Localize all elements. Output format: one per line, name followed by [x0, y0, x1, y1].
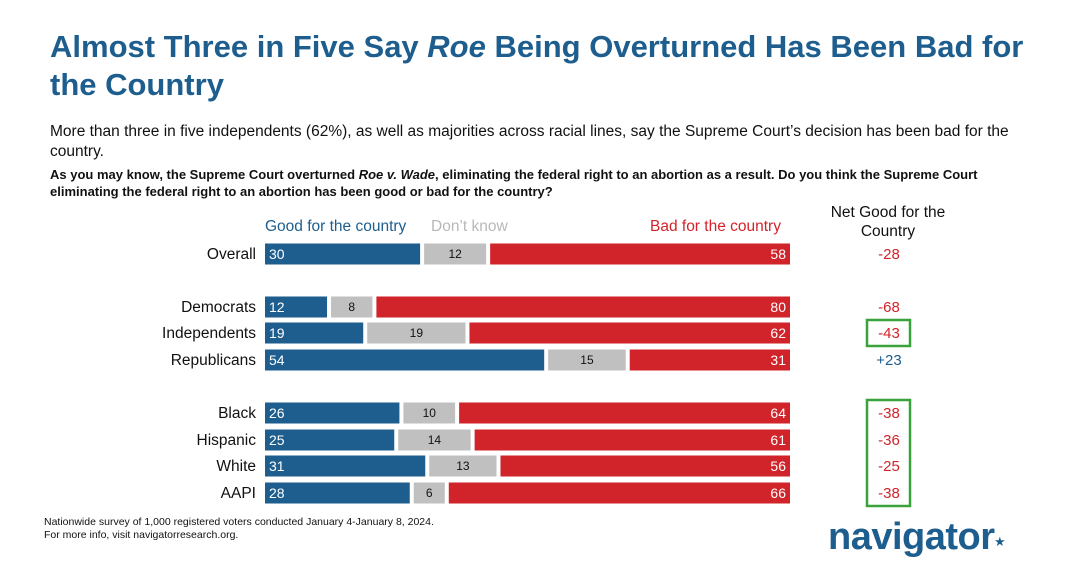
legend-bad: Bad for the country — [650, 218, 781, 235]
bar-bad-democrats — [376, 296, 790, 318]
value-good-republicans: 54 — [269, 352, 285, 368]
value-good-aapi: 28 — [269, 485, 285, 501]
net-value-democrats: -68 — [878, 299, 900, 316]
net-value-white: -25 — [878, 458, 900, 475]
value-dont-know-independents: 19 — [410, 326, 424, 340]
bar-good-overall — [265, 243, 421, 265]
bar-bad-black — [459, 402, 790, 424]
value-good-black: 26 — [269, 405, 285, 421]
chart-subtitle: More than three in five independents (62… — [50, 123, 1009, 160]
row-label-democrats: Democrats — [181, 299, 256, 316]
bar-good-black — [265, 402, 400, 424]
question-emphasis: Roe v. Wade — [358, 167, 436, 182]
title-part-2: Being Overturned Has Been Bad for the Co… — [50, 29, 1024, 102]
row-label-republicans: Republicans — [171, 352, 257, 369]
chart-title: Almost Three in Five Say Roe Being Overt… — [50, 28, 1040, 104]
row-label-black: Black — [218, 405, 256, 422]
bar-good-democrats — [265, 296, 328, 318]
bar-dont-know-overall — [424, 243, 487, 265]
footnote-line-1: Nationwide survey of 1,000 registered vo… — [44, 516, 434, 528]
value-good-white: 31 — [269, 458, 285, 474]
net-value-aapi: -38 — [878, 485, 900, 502]
title-emphasis: Roe — [427, 29, 486, 64]
value-good-hispanic: 25 — [269, 432, 285, 448]
bar-bad-overall — [490, 243, 790, 265]
net-value-independents: -43 — [878, 325, 900, 342]
bar-dont-know-democrats — [331, 296, 373, 318]
net-highlight-box-independents — [865, 318, 912, 348]
value-good-independents: 19 — [269, 325, 285, 341]
value-dont-know-aapi: 6 — [426, 486, 433, 500]
value-bad-republicans: 31 — [770, 352, 786, 368]
value-bad-aapi: 66 — [770, 485, 786, 501]
bar-dont-know-aapi — [413, 482, 445, 504]
net-value-republicans: +23 — [876, 352, 901, 369]
row-label-hispanic: Hispanic — [197, 432, 257, 449]
net-value-overall: -28 — [878, 246, 900, 263]
footnote: Nationwide survey of 1,000 registered vo… — [44, 516, 434, 542]
value-bad-overall: 58 — [770, 246, 786, 262]
bar-good-hispanic — [265, 429, 395, 451]
survey-question: As you may know, the Supreme Court overt… — [50, 166, 1040, 200]
bar-dont-know-black — [403, 402, 456, 424]
row-label-white: White — [216, 458, 256, 475]
row-label-overall: Overall — [207, 246, 256, 263]
bar-bad-white — [500, 455, 790, 477]
value-bad-hispanic: 61 — [770, 432, 786, 448]
value-bad-democrats: 80 — [770, 299, 786, 315]
value-dont-know-republicans: 15 — [580, 353, 594, 367]
value-dont-know-overall: 12 — [448, 247, 462, 261]
question-part-2: , eliminating the federal right to an ab… — [50, 167, 978, 199]
bar-bad-hispanic — [474, 429, 790, 451]
value-dont-know-hispanic: 14 — [428, 433, 442, 447]
bar-dont-know-hispanic — [398, 429, 471, 451]
value-dont-know-democrats: 8 — [348, 300, 355, 314]
value-good-democrats: 12 — [269, 299, 285, 315]
value-good-overall: 30 — [269, 246, 285, 262]
value-dont-know-black: 10 — [423, 406, 437, 420]
bar-dont-know-white — [429, 455, 497, 477]
bar-good-aapi — [265, 482, 410, 504]
bar-bad-republicans — [629, 349, 790, 371]
value-bad-white: 56 — [770, 458, 786, 474]
value-bad-independents: 62 — [770, 325, 786, 341]
legend-dont-know: Don’t know — [431, 218, 508, 235]
logo-star-icon: ★ — [994, 534, 1006, 549]
legend-good: Good for the country — [265, 218, 407, 235]
bar-good-independents — [265, 322, 364, 344]
bar-bad-independents — [469, 322, 790, 344]
bar-good-republicans — [265, 349, 545, 371]
net-value-hispanic: -36 — [878, 432, 900, 449]
title-part-1: Almost Three in Five Say — [50, 29, 428, 64]
footnote-line-2: For more info, visit navigatorresearch.o… — [44, 529, 239, 541]
value-dont-know-white: 13 — [456, 459, 470, 473]
net-column-header: Net Good for the Country — [830, 204, 946, 240]
row-label-independents: Independents — [162, 325, 256, 342]
bar-dont-know-independents — [367, 322, 466, 344]
bar-dont-know-republicans — [548, 349, 626, 371]
row-label-aapi: AAPI — [221, 485, 256, 502]
value-bad-black: 64 — [770, 405, 786, 421]
question-part-1: As you may know, the Supreme Court overt… — [50, 167, 359, 182]
bar-bad-aapi — [448, 482, 790, 504]
net-highlight-box-black — [865, 398, 912, 508]
bar-good-white — [265, 455, 426, 477]
net-value-black: -38 — [878, 405, 900, 422]
navigator-logo: navigator — [828, 516, 995, 558]
